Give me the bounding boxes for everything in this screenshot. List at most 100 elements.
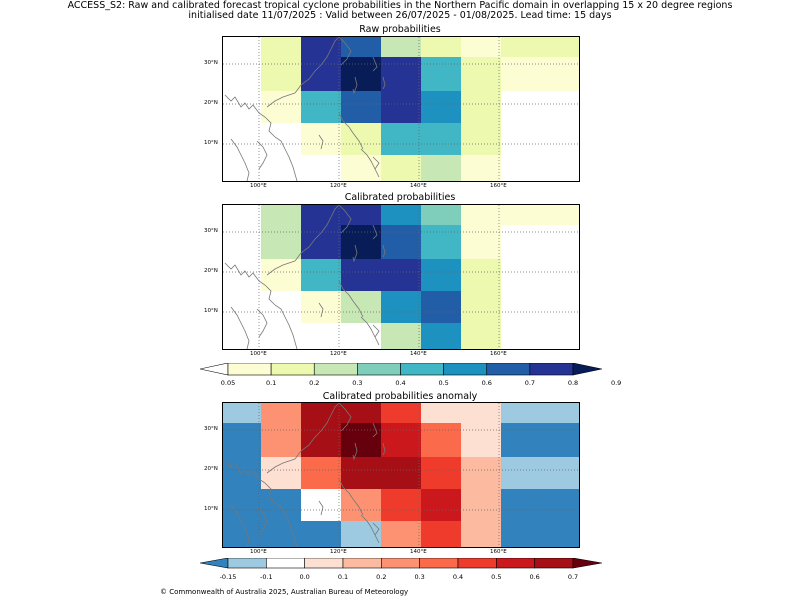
grid-cell <box>421 521 461 547</box>
grid-cell <box>223 323 261 349</box>
coastline <box>338 37 352 66</box>
grid-cell <box>381 259 421 291</box>
coastline <box>318 134 324 150</box>
y-tick-20n: 20°N <box>204 466 218 472</box>
colorbar-segment <box>486 363 531 376</box>
y-tick-10n: 10°N <box>204 140 218 146</box>
coastline <box>338 403 352 432</box>
coastline <box>338 478 364 516</box>
grid-cell <box>461 37 501 57</box>
grid-cell <box>223 521 261 547</box>
grid-cell <box>261 489 301 521</box>
grid-cell <box>461 521 501 547</box>
grid-cell <box>501 57 579 91</box>
grid-cell <box>223 403 261 423</box>
grid-cell <box>461 123 501 155</box>
colorbar-segment <box>443 363 488 376</box>
grid-cell <box>381 57 421 91</box>
colorbar-tick-label: 0.5 <box>438 379 449 387</box>
grid-cell <box>461 259 501 291</box>
x-tick-160e: 160°E <box>490 351 507 357</box>
colorbar-segment <box>419 558 459 569</box>
grid-cell <box>461 225 501 259</box>
grid-cell <box>381 457 421 489</box>
grid-cell <box>381 155 421 181</box>
grid-cell <box>223 155 261 181</box>
grid-cell <box>381 323 421 349</box>
calibrated-probability-map <box>222 204 580 350</box>
anomaly-map <box>222 402 580 548</box>
grid-cell <box>461 91 501 123</box>
y-tick-10n: 10°N <box>204 308 218 314</box>
grid-cell <box>261 291 301 323</box>
grid-cell <box>341 123 381 155</box>
colorbar-extend-high <box>572 558 602 569</box>
coastline <box>372 56 378 72</box>
colorbar-segment <box>270 363 315 376</box>
coastline <box>294 205 340 262</box>
grid-cell <box>341 291 381 323</box>
coastline <box>382 244 386 258</box>
grid-cell <box>301 37 341 57</box>
coastline <box>372 324 380 338</box>
coastline <box>360 316 380 346</box>
colorbar-tick-label: 0.6 <box>481 379 492 387</box>
grid-cell <box>301 205 341 225</box>
grid-cell <box>341 457 381 489</box>
grid-cell <box>223 291 261 323</box>
x-tick-160e: 160°E <box>490 549 507 555</box>
grid-cell <box>301 521 341 547</box>
colorbar-segment <box>381 558 420 569</box>
coastline <box>266 92 296 108</box>
grid-cell <box>301 457 341 489</box>
colorbar-segment <box>357 363 401 376</box>
x-tick-140e: 140°E <box>410 351 427 357</box>
coastline <box>256 140 268 170</box>
panel-title-raw: Raw probabilities <box>359 24 441 35</box>
grid-cell <box>301 123 341 155</box>
grid-cell <box>421 123 461 155</box>
grid-cell <box>501 323 579 349</box>
grid-cell <box>421 155 461 181</box>
grid-cell <box>421 91 461 123</box>
grid-cell <box>501 37 579 57</box>
colorbar-tick-label: 0.8 <box>567 379 579 387</box>
y-tick-20n: 20°N <box>204 100 218 106</box>
grid-cell <box>301 225 341 259</box>
colorbar-segment <box>313 363 358 376</box>
coastline <box>230 306 250 349</box>
grid-cell <box>223 259 261 291</box>
coastline <box>230 138 250 181</box>
grid-cell <box>301 155 341 181</box>
grid-cell <box>421 259 461 291</box>
colorbar-segment <box>457 558 497 569</box>
grid-cell <box>341 489 381 521</box>
grid-cell <box>381 403 421 423</box>
colorbar-tick-label: 0.9 <box>610 379 622 387</box>
coastline <box>230 504 250 547</box>
coastline <box>266 458 296 474</box>
colorbar-tick-label: 0.3 <box>352 379 363 387</box>
grid-cell <box>261 57 301 91</box>
grid-cell <box>501 155 579 181</box>
grid-cell <box>421 403 461 423</box>
colorbar-tick-label: 0.3 <box>414 573 425 581</box>
coastline <box>318 302 324 318</box>
grid-cell <box>421 457 461 489</box>
grid-cell <box>261 37 301 57</box>
map-canvas <box>223 403 579 547</box>
grid-cell <box>421 323 461 349</box>
map-canvas <box>223 37 579 181</box>
grid-cell <box>223 91 261 123</box>
grid-cell <box>501 403 579 423</box>
coastline <box>360 148 380 178</box>
grid-cell <box>261 403 301 423</box>
grid-cell <box>261 323 301 349</box>
grid-cell <box>261 123 301 155</box>
x-tick-100e: 100°E <box>250 183 267 189</box>
colorbar-segment <box>400 363 444 376</box>
grid-cell <box>341 259 381 291</box>
colorbar-segment <box>496 558 535 569</box>
colorbar-tick-label: 0.1 <box>337 573 349 581</box>
grid-cell <box>301 423 341 457</box>
